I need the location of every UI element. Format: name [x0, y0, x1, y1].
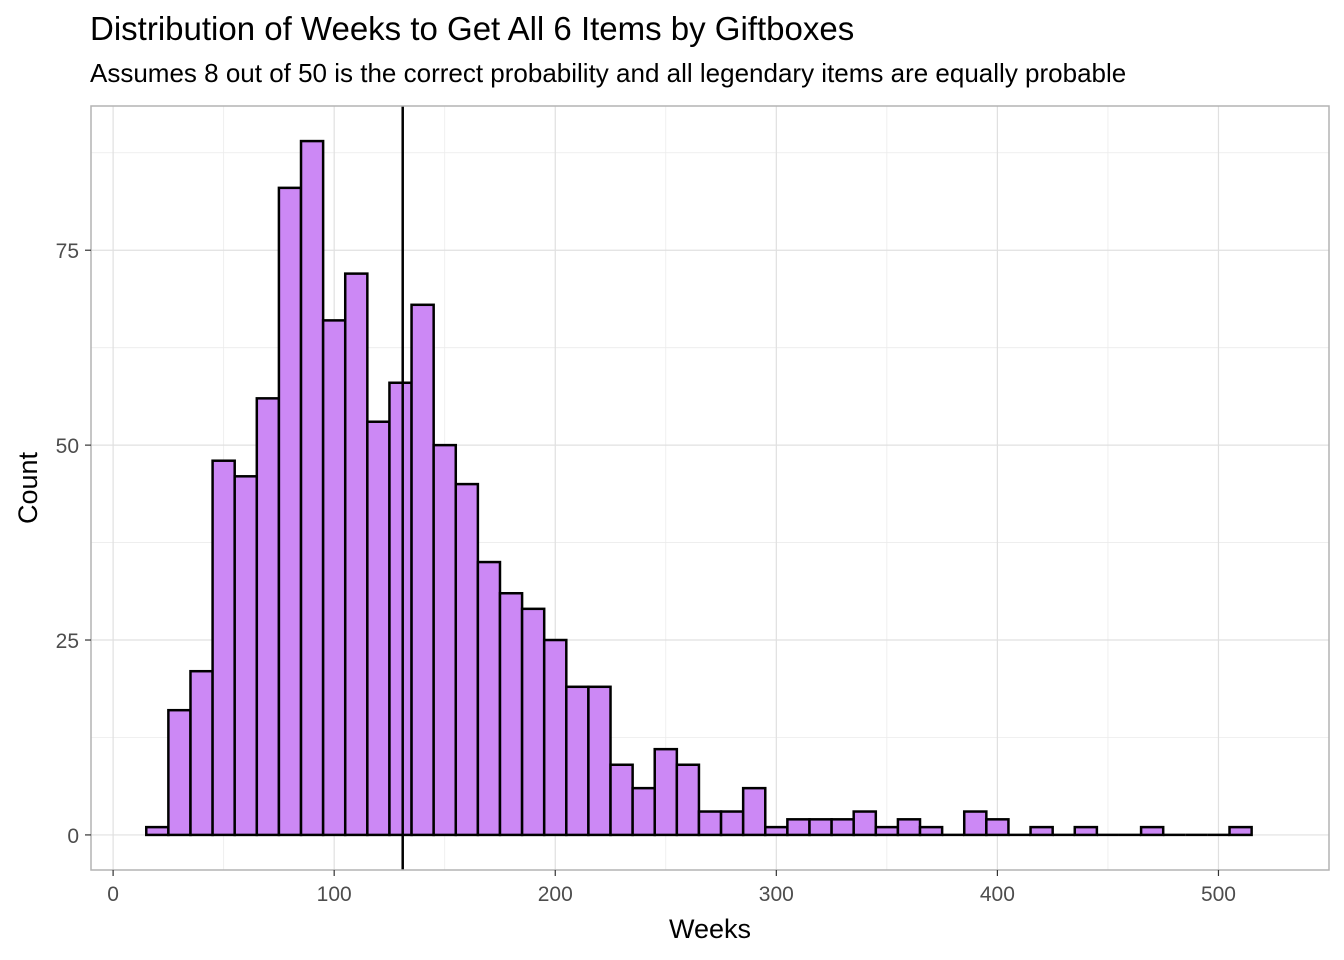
histogram-bar — [211, 459, 236, 837]
histogram-bar — [830, 818, 855, 837]
histogram-bar — [741, 786, 767, 837]
histogram-bar — [432, 443, 458, 837]
histogram-bar — [233, 475, 259, 837]
histogram-bar — [388, 381, 413, 837]
histogram-bar — [962, 810, 988, 837]
histogram-bar — [277, 186, 303, 837]
x-tick-label: 0 — [107, 883, 119, 906]
x-tick-label: 500 — [1201, 883, 1236, 906]
x-tick-label: 400 — [980, 883, 1015, 906]
x-axis-title: Weeks — [669, 914, 751, 944]
x-tick-label: 300 — [759, 883, 794, 906]
histogram-bar — [874, 825, 900, 837]
ticks-layer: 0 100 200 300 400 500 0 25 50 75 — [56, 240, 1236, 906]
histogram-bar — [653, 747, 679, 837]
chart-title: Distribution of Weeks to Get All 6 Items… — [90, 10, 855, 47]
histogram-bar — [498, 591, 524, 837]
y-axis-title: Count — [13, 451, 43, 524]
histogram-bar — [410, 303, 435, 837]
histogram-bar — [1073, 825, 1099, 837]
histogram-bar — [321, 319, 347, 837]
histogram-bar — [985, 818, 1010, 837]
y-tick-label: 75 — [56, 240, 79, 263]
histogram-bar — [719, 810, 745, 837]
histogram-bar — [145, 825, 170, 837]
y-tick-label: 25 — [56, 630, 79, 653]
histogram-bar — [542, 638, 568, 837]
bars-layer — [145, 139, 1253, 837]
histogram-bar — [918, 825, 944, 837]
histogram-bar — [520, 607, 546, 837]
histogram-bar — [697, 810, 723, 837]
histogram-bar — [1139, 825, 1165, 837]
histogram-bar — [299, 139, 325, 837]
histogram-bar — [167, 708, 192, 837]
histogram-bar — [565, 685, 590, 837]
chart-subtitle: Assumes 8 out of 50 is the correct proba… — [90, 58, 1127, 88]
x-tick-label: 200 — [538, 883, 573, 906]
histogram-bar — [1029, 825, 1054, 837]
histogram-bar — [786, 818, 811, 837]
histogram-bar — [189, 669, 214, 837]
histogram-bar — [764, 825, 789, 837]
histogram-bar — [675, 763, 701, 837]
y-tick-label: 0 — [67, 825, 79, 848]
histogram-bar — [896, 818, 922, 837]
histogram-bar — [343, 272, 369, 837]
histogram-bar — [609, 763, 634, 837]
y-tick-label: 50 — [56, 435, 79, 458]
histogram-bar — [476, 560, 502, 837]
histogram-bar — [255, 397, 281, 837]
histogram-bar — [1228, 825, 1253, 837]
panel-border — [90, 105, 1330, 871]
histogram-bar — [454, 482, 480, 837]
histogram-bar — [366, 420, 391, 837]
histogram-bar — [631, 786, 656, 837]
x-tick-label: 100 — [317, 883, 352, 906]
histogram-bar — [808, 818, 833, 837]
histogram-bar — [852, 810, 878, 837]
histogram-bar — [587, 685, 612, 837]
